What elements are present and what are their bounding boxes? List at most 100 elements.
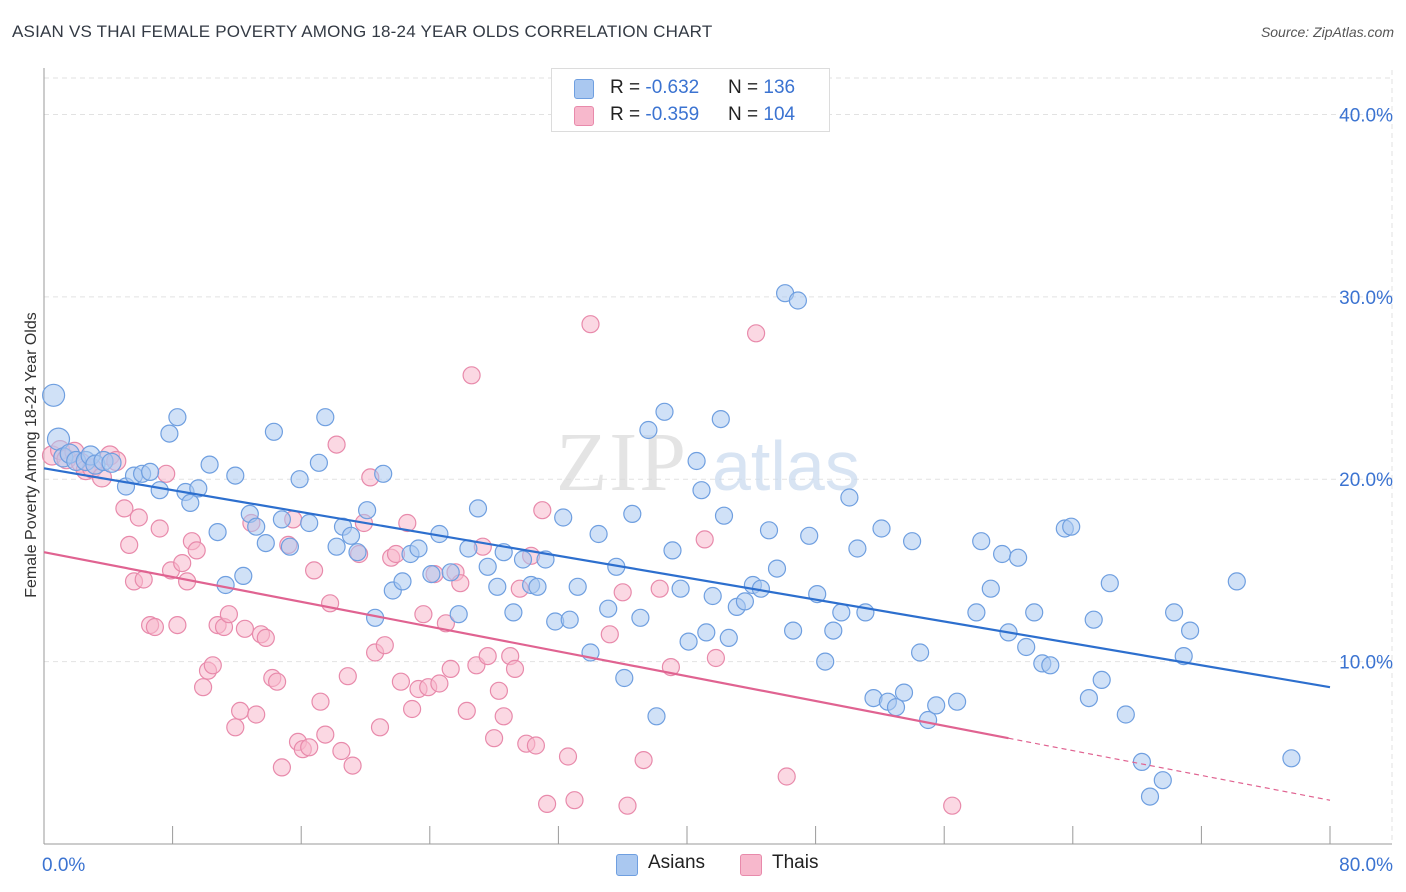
- asian-point-131: [1174, 646, 1193, 666]
- thai-point-58: [370, 718, 390, 737]
- thai-point-95: [618, 796, 637, 815]
- thai-point-27: [203, 656, 222, 675]
- thais-swatch: [574, 106, 594, 126]
- asian-point-73: [655, 402, 674, 421]
- asian-point-13: [141, 462, 160, 481]
- legend-r-label: R =: [610, 104, 646, 125]
- asian-point-108: [927, 696, 946, 715]
- thai-point-66: [414, 605, 433, 624]
- watermark: ZIP atlas: [556, 416, 860, 509]
- thai-point-75: [462, 366, 481, 385]
- thai-point-50: [327, 435, 346, 454]
- asian-point-74: [663, 541, 682, 560]
- asian-point-55: [504, 603, 523, 622]
- asian-point-105: [902, 532, 922, 551]
- x-tick-labels: 0.0% 80.0%: [42, 855, 1393, 876]
- legend-n-value: 104: [763, 104, 796, 125]
- gridlines: [44, 70, 1393, 844]
- thai-point-103: [943, 796, 962, 815]
- thai-point-37: [256, 628, 275, 648]
- legend-n-label: N =: [728, 77, 764, 98]
- asian-point-34: [316, 408, 335, 427]
- asian-point-41: [374, 464, 393, 483]
- asian-point-27: [256, 533, 275, 553]
- asian-point-112: [981, 579, 1000, 598]
- asian-point-98: [848, 539, 867, 558]
- asian-point-29: [272, 510, 291, 529]
- source-label: Source: ZipAtlas.com: [1260, 24, 1394, 40]
- asian-point-91: [788, 291, 808, 310]
- asian-point-121: [1062, 517, 1081, 536]
- asian-point-72: [647, 707, 666, 726]
- thai-point-11: [120, 535, 139, 555]
- thai-point-59: [375, 636, 394, 655]
- thai-point-13: [129, 508, 148, 527]
- thai-point-88: [533, 501, 552, 520]
- thai-point-52: [338, 667, 357, 686]
- asian-point-125: [1100, 574, 1119, 593]
- trend-lines: [43, 467, 1331, 801]
- asian-point-132: [1180, 621, 1200, 640]
- thai-point-47: [311, 692, 330, 711]
- asian-point-61: [554, 508, 573, 527]
- thais-legend-swatch: [740, 854, 762, 876]
- thai-point-99: [695, 530, 714, 549]
- asian-point-81: [711, 410, 730, 429]
- asian-point-68: [615, 668, 634, 688]
- thai-point-16: [145, 617, 164, 637]
- thai-point-62: [391, 672, 410, 691]
- thai-point-101: [746, 324, 766, 343]
- thai-point-33: [235, 619, 254, 638]
- thai-point-46: [305, 561, 324, 580]
- thai-point-53: [343, 756, 362, 775]
- asian-point-135: [714, 506, 734, 525]
- asians-trend-line: [43, 467, 1331, 689]
- asian-point-134: [1282, 749, 1301, 768]
- thai-point-24: [187, 541, 206, 560]
- thai-point-79: [485, 729, 504, 748]
- asian-point-122: [1079, 688, 1099, 708]
- asian-point-104: [894, 683, 914, 702]
- y-tick-label-0: 10.0%: [1339, 653, 1393, 674]
- asians-legend-swatch: [616, 854, 638, 876]
- asian-point-52: [478, 557, 497, 576]
- asian-point-26: [247, 517, 266, 536]
- asian-point-63: [568, 577, 587, 596]
- thai-point-63: [398, 513, 417, 533]
- asian-point-113: [992, 544, 1012, 564]
- asian-point-62: [560, 610, 579, 629]
- asian-point-111: [972, 532, 991, 551]
- thai-point-30: [219, 605, 238, 624]
- asian-point-110: [967, 603, 986, 622]
- thai-point-94: [613, 583, 632, 602]
- thai-point-80: [489, 681, 508, 700]
- asian-point-75: [671, 579, 690, 598]
- legend-r-value: -0.632: [645, 77, 700, 98]
- asian-point-71: [639, 420, 658, 440]
- thai-point-78: [478, 646, 497, 666]
- asian-point-80: [703, 586, 722, 606]
- asians-swatch: [574, 79, 594, 99]
- watermark-zip: ZIP: [556, 416, 688, 509]
- asian-point-88: [767, 559, 787, 578]
- thai-point-74: [457, 701, 476, 721]
- asian-point-18: [181, 493, 200, 512]
- asian-point-23: [226, 466, 245, 485]
- legend-r-value: -0.359: [645, 104, 700, 125]
- asian-point-92: [800, 526, 819, 545]
- asian-point-119: [1041, 656, 1060, 675]
- asian-point-129: [1153, 771, 1172, 790]
- asian-point-35: [327, 537, 346, 556]
- asian-point-66: [599, 599, 618, 618]
- asian-point-45: [409, 539, 428, 558]
- asian-point-39: [358, 501, 377, 520]
- correlation-legend: R = -0.632 N = 136 R = -0.359 N = 104: [551, 68, 830, 132]
- thai-point-90: [558, 747, 578, 766]
- thai-point-69: [430, 674, 449, 693]
- thai-point-100: [706, 648, 726, 668]
- thai-point-92: [581, 315, 600, 334]
- asian-point-38: [348, 543, 367, 562]
- thai-point-102: [777, 767, 796, 786]
- thais-legend-label: Thais: [772, 852, 819, 873]
